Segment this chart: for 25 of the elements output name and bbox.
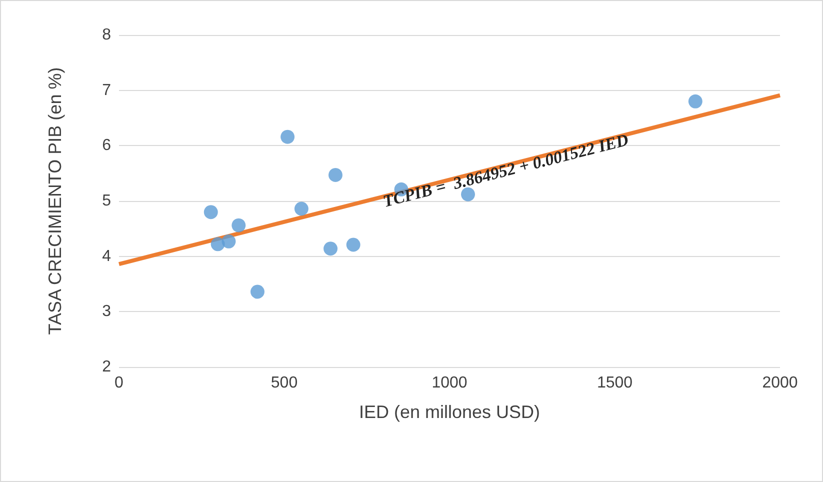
x-tick-label: 0 bbox=[114, 374, 124, 392]
point bbox=[688, 94, 702, 108]
y-tick-label: 4 bbox=[102, 248, 112, 265]
y-axis-title: TASA CRECIMIENTO PIB (en %) bbox=[45, 67, 65, 335]
y-tick-label: 2 bbox=[102, 358, 112, 376]
y-tick-label: 3 bbox=[102, 303, 112, 320]
point bbox=[328, 168, 342, 182]
point bbox=[294, 202, 308, 216]
point bbox=[250, 284, 264, 299]
point bbox=[204, 205, 218, 220]
point bbox=[232, 218, 246, 232]
point bbox=[222, 234, 236, 248]
x-tick-label: 1500 bbox=[596, 374, 633, 392]
y-tick-label: 8 bbox=[102, 26, 112, 44]
x-axis-title: IED (en millones USD) bbox=[358, 402, 540, 422]
point bbox=[346, 238, 360, 252]
point bbox=[324, 242, 338, 256]
annotation: TCPIB = 3.864952 + 0.001522 IED bbox=[381, 130, 630, 211]
y-tick-label: 6 bbox=[102, 137, 112, 154]
y-tick-label: 5 bbox=[102, 192, 112, 210]
x-tick-label: 2000 bbox=[762, 374, 798, 392]
point bbox=[280, 130, 295, 144]
x-tick-label: 500 bbox=[270, 374, 298, 392]
y-tick-label: 7 bbox=[102, 82, 112, 99]
x-tick-label: 1000 bbox=[432, 374, 468, 392]
